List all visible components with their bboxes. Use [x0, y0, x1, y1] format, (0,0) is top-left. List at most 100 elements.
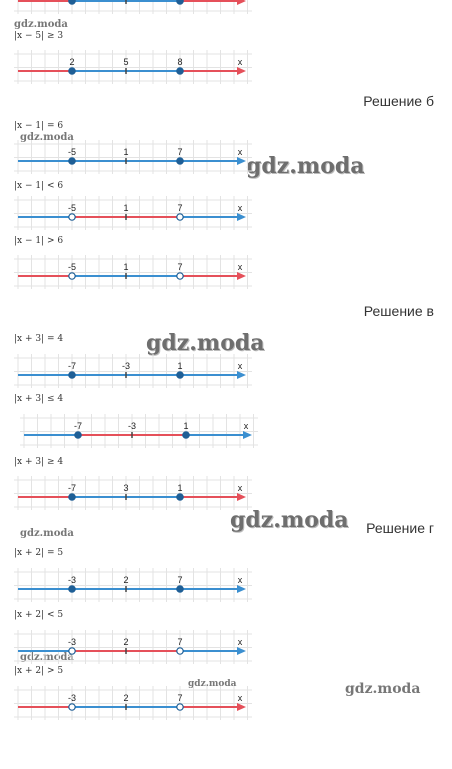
- point-marker: [68, 67, 76, 75]
- point-marker: [68, 157, 76, 165]
- point-marker: [68, 371, 76, 379]
- tick-label: 1: [123, 262, 128, 272]
- equation-label: |x + 3| ≤ 4: [14, 394, 64, 404]
- tick-label: 7: [177, 637, 182, 647]
- grid: [14, 50, 252, 84]
- axis-variable-label: x: [238, 203, 243, 213]
- point-marker: [176, 371, 184, 379]
- heading-solution-v: Решение в: [363, 303, 434, 319]
- watermark: gdz.moda: [246, 153, 365, 179]
- point-marker: [74, 431, 82, 439]
- tick-label: 1: [123, 147, 128, 157]
- grid: [14, 568, 252, 602]
- axis-variable-label: x: [238, 483, 243, 493]
- tick-label: 7: [177, 693, 182, 703]
- grid: [14, 630, 252, 664]
- number-line: -3 2 7 x: [14, 630, 252, 664]
- tick-label: 8: [177, 57, 182, 67]
- axis-arrow: [237, 703, 246, 711]
- tick-label: 2: [123, 637, 128, 647]
- tick-label: -5: [68, 147, 76, 157]
- axis-variable-label: x: [238, 637, 243, 647]
- point-marker: [176, 647, 184, 655]
- tick-label: 3: [123, 483, 128, 493]
- point-marker: [68, 272, 76, 280]
- watermark: gdz.moda: [146, 330, 265, 356]
- tick-label: 7: [177, 203, 182, 213]
- number-line: -7 3 1 x: [14, 476, 252, 510]
- number-line: -3 2 7 x: [14, 568, 252, 602]
- equation-label: |x + 3| = 4: [14, 334, 64, 344]
- tick-label: -3: [128, 421, 136, 431]
- tick-label: 5: [123, 57, 128, 67]
- grid: [14, 255, 252, 289]
- grid: [14, 0, 252, 14]
- equation-label: |x − 1| > 6: [14, 236, 64, 246]
- tick-label: -7: [74, 421, 82, 431]
- grid: [14, 140, 252, 174]
- axis-variable-label: x: [238, 147, 243, 157]
- tick-label: 2: [123, 693, 128, 703]
- equation-label: |x + 3| ≥ 4: [14, 457, 64, 467]
- watermark: gdz.moda: [14, 19, 68, 30]
- number-line: 2 5 8 x: [14, 50, 252, 84]
- point-marker: [68, 703, 76, 711]
- tick-label: -5: [68, 262, 76, 272]
- point-marker: [176, 493, 184, 501]
- axis-variable-label: x: [238, 575, 243, 585]
- equation-label: |x − 1| < 6: [14, 181, 64, 191]
- point-marker: [176, 67, 184, 75]
- axis-arrow: [237, 647, 246, 655]
- tick-label: 2: [123, 575, 128, 585]
- tick-label: 1: [177, 361, 182, 371]
- axis-arrow: [237, 585, 246, 593]
- watermark: gdz.moda: [20, 652, 74, 663]
- axis-variable-label: x: [244, 421, 249, 431]
- axis-variable-label: x: [238, 57, 243, 67]
- tick-label: -3: [68, 637, 76, 647]
- tick-label: 7: [177, 262, 182, 272]
- point-marker: [176, 585, 184, 593]
- watermark: gdz.moda: [345, 681, 421, 697]
- tick-label: -3: [68, 575, 76, 585]
- equation-label: |x − 1| = 6: [14, 121, 64, 131]
- tick-label: 1: [183, 421, 188, 431]
- point-marker: [176, 272, 184, 280]
- point-marker: [68, 585, 76, 593]
- point-marker: [182, 431, 190, 439]
- axis-variable-label: x: [238, 693, 243, 703]
- point-marker: [68, 493, 76, 501]
- heading-solution-g: Решение г: [366, 520, 434, 536]
- tick-label: -7: [68, 361, 76, 371]
- number-line: -5 1 7 x: [14, 140, 252, 174]
- number-line: -7 -3 1 x: [14, 354, 252, 388]
- tick-label: -3: [68, 693, 76, 703]
- point-marker: [176, 703, 184, 711]
- axis-arrow: [237, 213, 246, 221]
- number-line: -5 1 7 x: [14, 255, 252, 289]
- tick-label: -3: [122, 361, 130, 371]
- equation-label: |x + 2| > 5: [14, 666, 64, 676]
- tick-label: 7: [177, 147, 182, 157]
- axis-arrow: [237, 67, 246, 75]
- tick-label: -7: [68, 483, 76, 493]
- point-marker: [68, 213, 76, 221]
- watermark: gdz.moda: [188, 679, 237, 689]
- grid: [14, 476, 252, 510]
- watermark: gdz.moda: [20, 528, 74, 539]
- axis-arrow: [237, 272, 246, 280]
- axis-arrow: [237, 157, 246, 165]
- axis-arrow: [237, 0, 246, 5]
- axis-variable-label: x: [238, 262, 243, 272]
- axis-arrow: [237, 371, 246, 379]
- equation-label: |x + 2| < 5: [14, 610, 64, 620]
- axis-arrow: [243, 431, 252, 439]
- grid: [14, 196, 252, 230]
- tick-label: 2: [69, 57, 74, 67]
- equation-label: |x + 2| = 5: [14, 548, 64, 558]
- tick-label: 1: [177, 483, 182, 493]
- axis-variable-label: x: [238, 361, 243, 371]
- point-marker: [176, 0, 184, 5]
- tick-label: 7: [177, 575, 182, 585]
- tick-label: 1: [123, 203, 128, 213]
